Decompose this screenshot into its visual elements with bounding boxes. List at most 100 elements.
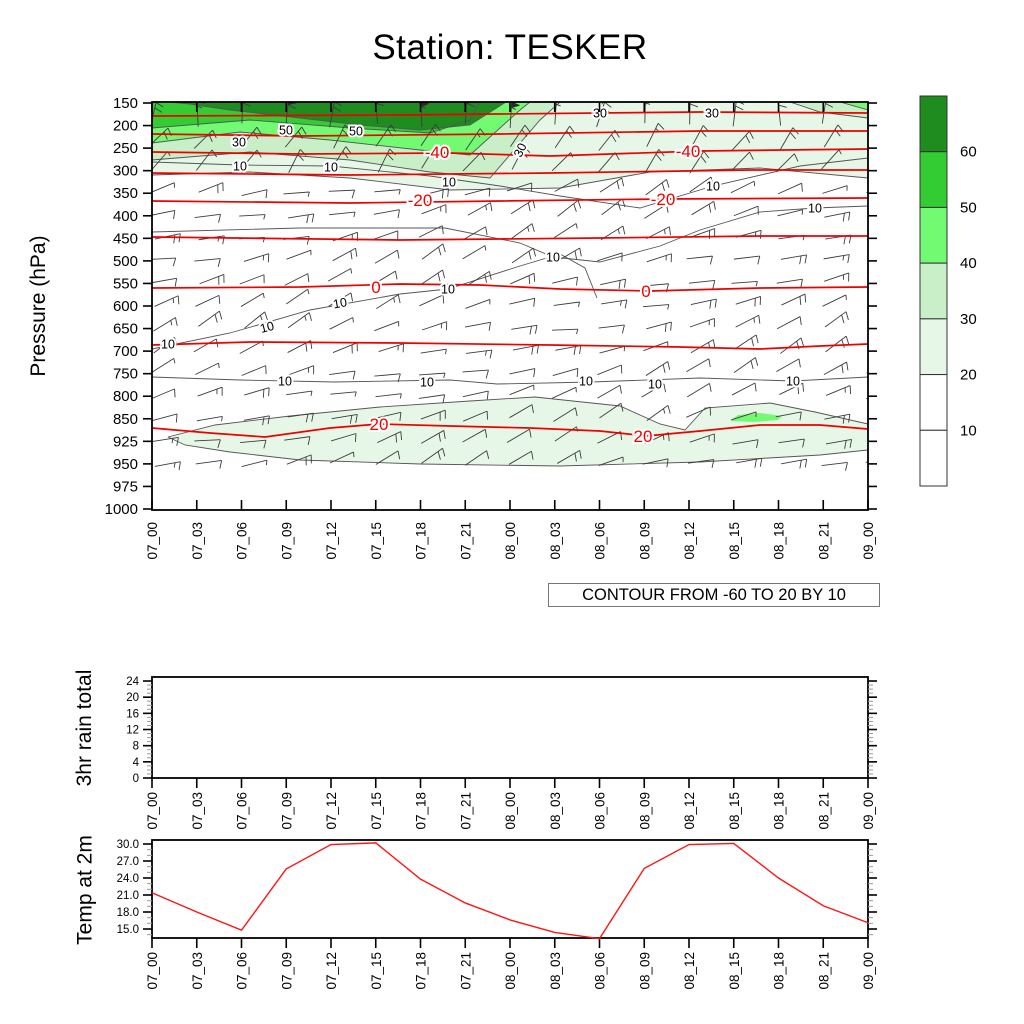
rain-y-tick-label: 24 — [126, 676, 139, 688]
time-tick-label: 08_00 — [503, 792, 518, 830]
temperature-contour-line — [152, 148, 868, 157]
time-tick-label: 07_21 — [458, 522, 473, 560]
time-tick-label: 08_03 — [548, 792, 563, 830]
contour-label: 0 — [371, 278, 380, 297]
time-tick-label: 08_15 — [727, 952, 742, 990]
time-tick-label: 08_00 — [503, 952, 518, 990]
time-tick-label: 08_06 — [593, 952, 608, 990]
pressure-tick-label: 800 — [113, 388, 138, 405]
contour-label: 10 — [786, 374, 800, 388]
time-tick-label: 08_18 — [772, 522, 787, 560]
contour-label: 10 — [161, 337, 175, 351]
time-tick-label: 08_09 — [637, 952, 652, 990]
pressure-tick-label: 350 — [113, 185, 138, 202]
time-tick-label: 07_00 — [145, 952, 160, 990]
contour-label: 10 — [278, 374, 292, 388]
humidity-contour-line — [152, 102, 561, 179]
time-tick-label: 07_15 — [369, 952, 384, 990]
time-tick-label: 07_12 — [324, 792, 339, 830]
temperature-contour-line — [152, 111, 868, 117]
time-tick-label: 08_12 — [682, 952, 697, 990]
colorbar-tick-label: 50 — [960, 199, 977, 216]
time-tick-label: 07_15 — [369, 522, 384, 560]
humidity-contour-line — [167, 436, 868, 467]
contour-label: -20 — [651, 190, 676, 209]
contour-label: 0 — [641, 282, 650, 301]
humidity-contour-line — [152, 167, 868, 191]
temp-series-line — [151, 842, 869, 940]
time-tick-label: 09_00 — [861, 792, 876, 830]
time-tick-label: 08_12 — [682, 792, 697, 830]
colorbar-tick-label: 40 — [960, 255, 977, 272]
rain-y-tick-label: 12 — [126, 725, 139, 737]
pressure-tick-label: 850 — [113, 411, 138, 428]
contour-label: -40 — [676, 142, 701, 161]
pressure-tick-label: 300 — [113, 163, 138, 180]
pressure-tick-label: 700 — [113, 343, 138, 360]
humidity-shaded-region — [168, 397, 868, 466]
contour-label: 10 — [648, 377, 662, 391]
temperature-contour-line — [152, 169, 868, 176]
contour-label: 30 — [705, 106, 719, 120]
contour-label: 30 — [232, 135, 246, 149]
time-tick-label: 08_06 — [593, 792, 608, 830]
colorbar-cell — [919, 95, 948, 153]
contour-label: 10 — [233, 159, 247, 173]
humidity-contour-line — [152, 253, 598, 350]
time-tick-label: 07_18 — [414, 952, 429, 990]
pressure-tick-label: 600 — [113, 298, 138, 315]
contour-label: 10 — [808, 201, 822, 215]
colorbar-cell — [919, 206, 948, 264]
temperature-contour-line — [152, 235, 868, 241]
pressure-tick-label: 975 — [113, 478, 138, 495]
time-tick-label: 08_21 — [816, 792, 831, 830]
temp-y-tick-label: 21.0 — [117, 890, 139, 902]
humidity-shaded-region — [730, 413, 782, 422]
contour-label: 10 — [324, 160, 338, 174]
time-tick-label: 07_21 — [458, 952, 473, 990]
contour-note: CONTOUR FROM -60 TO 20 BY 10 — [548, 583, 880, 607]
contour-label: 10 — [442, 175, 456, 189]
contour-label: 10 — [332, 295, 348, 311]
contour-label: 10 — [706, 179, 720, 193]
rain-y-tick-label: 16 — [126, 708, 139, 720]
time-tick-label: 07_12 — [324, 522, 339, 560]
humidity-shaded-region — [790, 102, 868, 118]
time-tick-label: 08_15 — [727, 522, 742, 560]
time-tick-label: 07_03 — [190, 952, 205, 990]
time-tick-label: 09_00 — [861, 522, 876, 560]
temp-y-tick-label: 27.0 — [117, 856, 139, 868]
pressure-tick-label: 200 — [113, 118, 138, 135]
pressure-tick-label: 750 — [113, 366, 138, 383]
colorbar-cell — [919, 429, 948, 487]
pressure-tick-label: 650 — [113, 321, 138, 338]
time-tick-label: 08_06 — [593, 522, 608, 560]
pressure-tick-label: 150 — [113, 95, 138, 112]
contour-label: 10 — [579, 374, 593, 388]
time-tick-label: 07_06 — [235, 522, 250, 560]
temp-y-tick-label: 24.0 — [117, 873, 139, 885]
colorbar-cell — [919, 318, 948, 376]
time-tick-label: 08_12 — [682, 522, 697, 560]
time-tick-label: 07_00 — [145, 792, 160, 830]
time-tick-label: 07_06 — [235, 952, 250, 990]
time-tick-label: 07_09 — [279, 522, 294, 560]
time-tick-label: 08_09 — [637, 522, 652, 560]
contour-label: 10 — [546, 250, 560, 264]
time-tick-label: 07_18 — [414, 792, 429, 830]
contour-label: 20 — [370, 415, 389, 434]
humidity-contour-line — [167, 396, 868, 438]
time-tick-label: 07_15 — [369, 792, 384, 830]
time-tick-label: 08_21 — [816, 522, 831, 560]
rain-y-tick-label: 20 — [126, 692, 139, 704]
colorbar-tick-label: 30 — [960, 311, 977, 328]
contour-label: -20 — [408, 191, 433, 210]
temp-panel-border — [151, 839, 869, 939]
contour-label: 50 — [279, 123, 293, 137]
pressure-tick-label: 550 — [113, 275, 138, 292]
colorbar-tick-label: 60 — [960, 144, 977, 161]
humidity-contour-line — [152, 102, 481, 134]
time-tick-label: 08_21 — [816, 952, 831, 990]
